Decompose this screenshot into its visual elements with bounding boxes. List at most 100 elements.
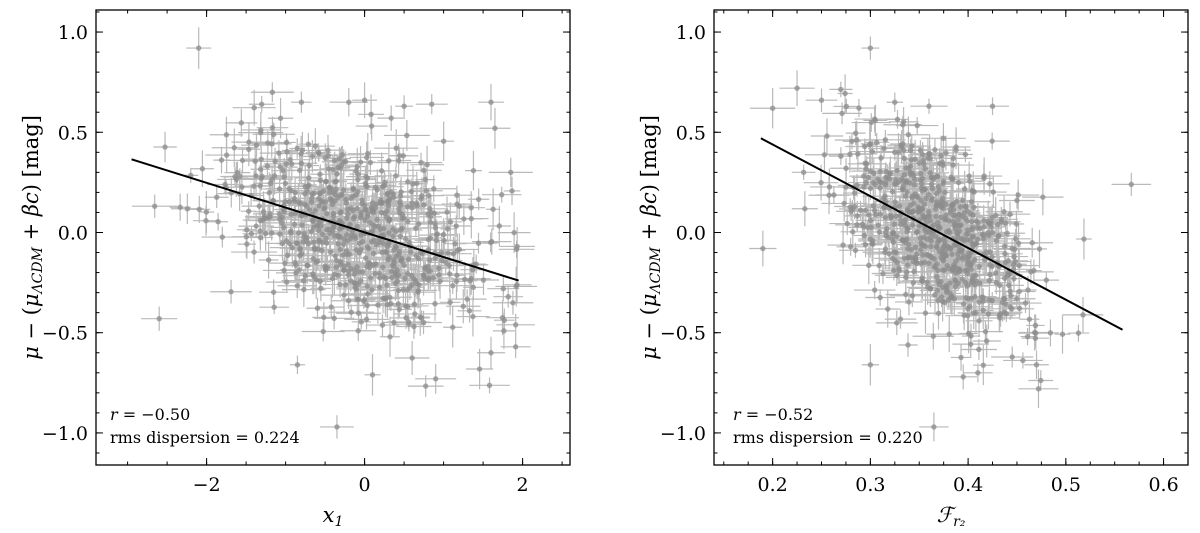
data-point [335, 194, 341, 201]
data-point [909, 194, 915, 201]
data-point [990, 189, 997, 195]
data-point [928, 181, 935, 187]
data-point [322, 199, 329, 205]
data-point [369, 287, 375, 293]
data-point [388, 268, 395, 274]
data-point [960, 374, 966, 380]
data-point [391, 263, 397, 269]
data-point [365, 210, 371, 217]
data-point [849, 138, 855, 144]
data-point [948, 174, 954, 181]
data-point [947, 290, 953, 297]
data-point [341, 263, 347, 269]
data-point [375, 302, 381, 308]
data-point [943, 201, 949, 207]
data-point [976, 263, 982, 270]
data-point [883, 229, 889, 235]
data-point [938, 214, 944, 220]
data-point [387, 334, 393, 340]
data-point [334, 171, 340, 177]
data-point [983, 338, 990, 344]
data-point [966, 253, 972, 260]
data-point [401, 262, 407, 268]
data-point [432, 255, 439, 261]
data-point [993, 270, 999, 276]
data-point [886, 251, 892, 257]
data-point [414, 280, 420, 287]
data-point [331, 157, 338, 164]
data-point [296, 230, 302, 236]
data-point [824, 133, 830, 139]
data-point [367, 159, 374, 166]
data-point [838, 86, 844, 93]
data-point [256, 203, 262, 209]
data-point [196, 206, 202, 213]
data-point [350, 186, 357, 193]
data-point [950, 155, 956, 162]
data-point [890, 229, 897, 236]
data-point [433, 232, 440, 238]
y-tick-label: −1.0 [660, 423, 706, 445]
data-point [215, 219, 221, 225]
data-point [294, 362, 301, 368]
data-point [1015, 192, 1021, 198]
data-point [998, 216, 1005, 222]
data-point [454, 201, 460, 207]
data-point [317, 190, 323, 197]
data-point [973, 310, 979, 316]
data-point [1128, 181, 1135, 188]
data-point [310, 271, 316, 277]
data-point [966, 173, 972, 179]
data-point [967, 341, 974, 347]
data-point [258, 156, 264, 162]
data-point [425, 277, 432, 283]
data-point [847, 244, 854, 250]
data-point [246, 146, 252, 152]
data-point [470, 313, 476, 320]
data-point [490, 206, 496, 212]
y-tick-label: −0.5 [42, 323, 88, 345]
data-point [901, 155, 907, 161]
data-point [831, 192, 837, 198]
data-point [177, 204, 183, 210]
data-point [305, 241, 312, 247]
data-point [839, 110, 845, 117]
data-point [277, 231, 283, 237]
data-point [963, 295, 969, 301]
data-point [326, 166, 332, 172]
data-point [411, 323, 417, 330]
data-point [293, 270, 299, 276]
data-point [395, 301, 401, 307]
data-point [943, 212, 949, 219]
data-point [431, 186, 437, 192]
data-point [384, 208, 390, 214]
data-point [289, 161, 295, 167]
data-point [369, 228, 376, 234]
data-point [337, 165, 344, 171]
data-point [1024, 333, 1031, 340]
data-point [340, 267, 347, 274]
data-point [304, 188, 310, 194]
data-point [367, 275, 374, 281]
data-point [405, 319, 412, 325]
data-point [980, 362, 987, 368]
data-point [468, 215, 475, 222]
data-point [891, 267, 897, 273]
data-point [962, 267, 969, 274]
data-point [916, 223, 923, 229]
x-tick-label: 0.3 [855, 474, 885, 496]
y-axis-label: μ − (μΛCDM + βc) [mag] [637, 115, 664, 360]
data-point [162, 144, 168, 150]
data-point [340, 252, 346, 258]
data-point [1043, 277, 1050, 283]
data-point [339, 152, 346, 158]
data-point [384, 282, 390, 288]
data-point [344, 215, 350, 221]
data-point [415, 287, 421, 294]
data-point [971, 204, 977, 210]
data-point [821, 152, 828, 158]
data-point [907, 163, 914, 169]
data-point [371, 237, 377, 243]
data-point [1015, 240, 1022, 246]
data-point [871, 170, 877, 176]
